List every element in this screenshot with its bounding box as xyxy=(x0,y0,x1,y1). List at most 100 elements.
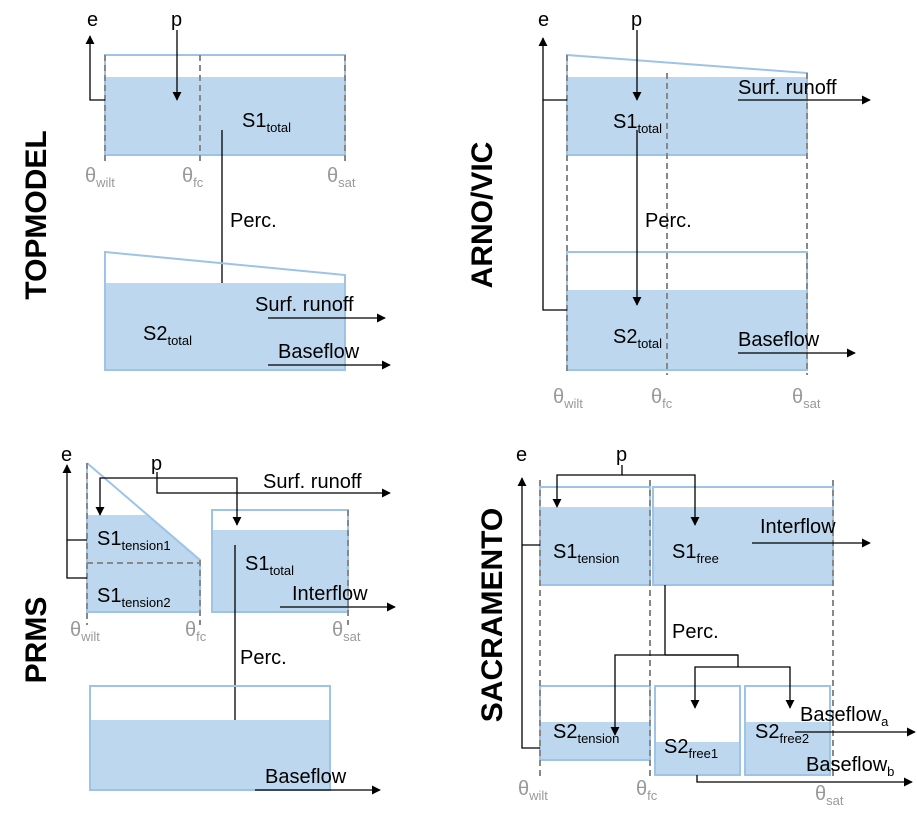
label: θfc xyxy=(636,778,658,803)
water-fill xyxy=(87,515,200,612)
label: S1tension1 xyxy=(97,528,171,553)
label: Baseflow xyxy=(265,766,347,788)
label: p xyxy=(151,453,162,475)
arrow xyxy=(85,35,105,101)
arrow xyxy=(738,666,795,709)
arrow xyxy=(542,100,567,311)
label: S1total xyxy=(242,110,291,135)
label: Baseflow xyxy=(278,341,360,363)
label-part: wilt xyxy=(95,175,115,190)
water-fill xyxy=(540,722,650,760)
label: θwilt xyxy=(70,619,100,644)
label-part: total xyxy=(637,121,662,136)
label-part: free xyxy=(696,551,718,566)
water-fill xyxy=(105,77,345,155)
water-fill xyxy=(105,283,345,370)
label-part: S2 xyxy=(613,326,637,348)
label-part: θ xyxy=(815,783,826,805)
label-part: Baseflow xyxy=(800,704,882,726)
label-part: θ xyxy=(185,619,196,641)
panel-title: TOPMODEL xyxy=(20,130,53,299)
label-part: S1 xyxy=(97,528,121,550)
arrow xyxy=(95,472,158,516)
box xyxy=(744,685,831,776)
arrow xyxy=(156,478,391,498)
label-part: total xyxy=(269,563,294,578)
label: e xyxy=(538,9,549,31)
label-part: total xyxy=(266,120,291,135)
label-part: S1 xyxy=(672,541,696,563)
label: S2free2 xyxy=(755,721,809,746)
label-part: a xyxy=(881,714,889,729)
label-part: tension xyxy=(577,731,619,746)
box xyxy=(104,250,346,371)
label: θsat xyxy=(327,165,356,190)
label-part: tension1 xyxy=(121,538,170,553)
water-fill xyxy=(653,507,833,585)
arno-vic-panel: ARNO/VIC e p S1total Surf. runoff Perc. … xyxy=(466,9,871,411)
label-part: S2 xyxy=(755,721,779,743)
panel-title: ARNO/VIC xyxy=(466,142,499,289)
label-part: total xyxy=(637,336,662,351)
arrow xyxy=(552,465,623,508)
label: Surf. runoff xyxy=(255,294,354,316)
label-part: S2 xyxy=(553,721,577,743)
label-part: sat xyxy=(338,175,356,190)
label: e xyxy=(61,444,72,466)
arrow xyxy=(62,464,87,541)
label-part: wilt xyxy=(563,396,583,411)
label: p xyxy=(171,9,182,31)
label: θwilt xyxy=(85,165,115,190)
label: S1total xyxy=(245,553,294,578)
sacramento-panel: SACRAMENTO e p S1tension S1free Interflo… xyxy=(476,444,916,808)
label-part: fc xyxy=(196,629,207,644)
label-part: fc xyxy=(662,396,673,411)
label-part: S1 xyxy=(245,553,269,575)
label: p xyxy=(616,444,627,466)
label-part: S2 xyxy=(143,323,167,345)
label-part: θ xyxy=(85,165,96,187)
label-part: θ xyxy=(792,386,803,408)
water-fill xyxy=(567,77,807,155)
water-fill xyxy=(655,742,740,775)
label-part: tension2 xyxy=(121,595,170,610)
label-part: sat xyxy=(803,396,821,411)
label: S2free1 xyxy=(664,736,718,761)
label: Perc. xyxy=(672,621,719,643)
label: Baseflowa xyxy=(800,704,889,729)
label: Perc. xyxy=(240,647,287,669)
label: S2total xyxy=(143,323,192,348)
label: Interflow xyxy=(292,583,368,605)
label: S1tension xyxy=(553,541,619,566)
water-fill xyxy=(540,507,650,585)
arrow xyxy=(66,540,87,579)
label: θsat xyxy=(332,619,361,644)
label: p xyxy=(631,9,642,31)
label: Interflow xyxy=(760,516,836,538)
label: Perc. xyxy=(230,210,277,232)
label-part: fc xyxy=(647,788,658,803)
label: e xyxy=(87,9,98,31)
label: θwilt xyxy=(518,778,548,803)
label: S2total xyxy=(613,326,662,351)
arrow xyxy=(665,654,739,667)
topmodel-panel: TOPMODEL e p S1total θwilt θfc θsat Perc… xyxy=(20,9,391,371)
prms-panel: PRMS e p Surf. runoff S1tension1 S1tensi… xyxy=(20,444,396,795)
water-fill xyxy=(90,720,330,790)
label-part: free2 xyxy=(779,731,809,746)
arrow xyxy=(157,477,242,526)
label: S1total xyxy=(613,111,662,136)
arrow xyxy=(690,666,738,709)
label-part: tension xyxy=(577,551,619,566)
label: Perc. xyxy=(645,210,692,232)
label-part: S2 xyxy=(664,736,688,758)
arrow xyxy=(538,37,567,101)
label-part: wilt xyxy=(80,629,100,644)
label-part: free1 xyxy=(688,746,718,761)
panel-title: SACRAMENTO xyxy=(476,508,509,722)
label-part: S1 xyxy=(553,541,577,563)
box xyxy=(89,685,331,791)
label-part: θ xyxy=(70,619,81,641)
label: S1free xyxy=(672,541,719,566)
